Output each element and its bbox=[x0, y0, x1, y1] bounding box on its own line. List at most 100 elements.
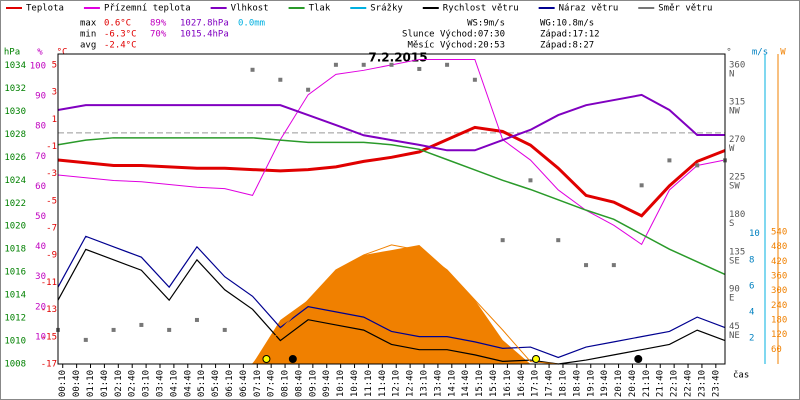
y-tick-label: 420 bbox=[771, 257, 787, 267]
axis-unit: W bbox=[780, 48, 786, 58]
axis-unit: % bbox=[37, 48, 43, 58]
compass-label: S bbox=[729, 219, 734, 229]
stat-label: avg bbox=[80, 41, 96, 51]
x-axis-label: čas bbox=[733, 370, 749, 381]
x-tick-label: 10:10 bbox=[336, 370, 346, 397]
x-tick-label: 08:40 bbox=[294, 370, 304, 397]
y-tick-label: 30 bbox=[35, 272, 46, 282]
x-tick-label: 16:40 bbox=[517, 370, 527, 397]
y-tick-label: 8 bbox=[749, 255, 754, 265]
point bbox=[528, 178, 533, 183]
stat-value: 0.6°C bbox=[104, 19, 131, 29]
point bbox=[278, 77, 283, 82]
y-tick-label: 540 bbox=[771, 227, 787, 237]
legend-label: Náraz větru bbox=[559, 4, 619, 14]
y-tick-label: 1014 bbox=[4, 291, 26, 301]
compass-label: N bbox=[729, 69, 734, 79]
x-tick-label: 13:10 bbox=[420, 370, 430, 397]
stat-value: -6.3°C bbox=[104, 30, 137, 40]
y-tick-label: 135 bbox=[729, 247, 745, 257]
stat-value: 89% bbox=[150, 19, 167, 29]
x-tick-label: 21:10 bbox=[642, 370, 652, 397]
y-tick-label: 180 bbox=[729, 210, 745, 220]
legend-label: Teplota bbox=[26, 4, 64, 14]
y-tick-label: 1024 bbox=[4, 176, 26, 186]
point bbox=[306, 87, 311, 92]
line bbox=[57, 93, 725, 152]
y-tick-label: -7 bbox=[46, 224, 57, 234]
point bbox=[167, 327, 172, 332]
compass-label: E bbox=[729, 294, 734, 304]
line bbox=[57, 248, 726, 365]
point bbox=[472, 77, 477, 82]
point bbox=[584, 263, 589, 268]
x-tick-label: 03:10 bbox=[142, 370, 152, 397]
y-tick-label: 5 bbox=[52, 60, 57, 70]
x-tick-label: 14:10 bbox=[447, 370, 457, 397]
y-tick-label: -9 bbox=[46, 251, 57, 261]
x-tick-label: 11:40 bbox=[378, 370, 388, 397]
event-marker bbox=[288, 355, 297, 363]
x-tick-label: 05:10 bbox=[197, 370, 207, 397]
x-tick-label: 18:40 bbox=[572, 370, 582, 397]
y-tick-label: 225 bbox=[729, 173, 745, 183]
y-tick-label: 300 bbox=[771, 286, 787, 296]
x-tick-label: 20:10 bbox=[614, 370, 624, 397]
stat-value: -2.4°C bbox=[104, 41, 137, 51]
axis-unit: °C bbox=[57, 48, 68, 58]
y-tick-label: 60 bbox=[35, 182, 46, 192]
point bbox=[556, 238, 561, 243]
point bbox=[194, 317, 199, 322]
x-tick-label: 00:10 bbox=[58, 370, 68, 397]
y-tick-label: 1028 bbox=[4, 130, 26, 140]
point bbox=[83, 337, 88, 342]
x-tick-label: 03:40 bbox=[155, 370, 165, 397]
y-tick-label: 1016 bbox=[4, 268, 26, 278]
legend-label: Rychlost větru bbox=[443, 4, 519, 14]
axis-unit: m/s bbox=[752, 48, 768, 58]
legend-label: Tlak bbox=[309, 4, 331, 14]
stat-value: 70% bbox=[150, 30, 167, 40]
x-tick-label: 06:10 bbox=[225, 370, 235, 397]
y-tick-label: 1 bbox=[52, 115, 57, 125]
x-tick-label: 16:10 bbox=[503, 370, 513, 397]
point bbox=[639, 183, 644, 188]
y-tick-label: 120 bbox=[771, 330, 787, 340]
x-tick-label: 06:40 bbox=[239, 370, 249, 397]
line bbox=[57, 125, 726, 218]
y-tick-label: 1020 bbox=[4, 222, 26, 232]
y-tick-label: 1012 bbox=[4, 314, 26, 324]
info-text: Měsíc Východ:20:53 bbox=[407, 41, 505, 51]
point bbox=[695, 163, 700, 168]
x-tick-label: 14:40 bbox=[461, 370, 471, 397]
y-tick-label: 60 bbox=[771, 345, 782, 355]
info-text: Slunce Východ:07:30 bbox=[402, 30, 505, 40]
x-tick-label: 09:40 bbox=[322, 370, 332, 397]
y-tick-label: 90 bbox=[729, 285, 740, 295]
y-tick-label: -11 bbox=[41, 278, 57, 288]
x-tick-label: 11:10 bbox=[364, 370, 374, 397]
x-tick-label: 00:40 bbox=[72, 370, 82, 397]
x-tick-label: 01:40 bbox=[100, 370, 110, 397]
stat-value: 0.0mm bbox=[238, 19, 265, 29]
chart-title: 7.2.2015 bbox=[368, 51, 427, 65]
y-tick-label: -3 bbox=[46, 169, 57, 179]
point bbox=[333, 62, 338, 67]
stat-value: 1015.4hPa bbox=[180, 30, 229, 40]
line bbox=[57, 137, 726, 276]
compass-label: NW bbox=[729, 107, 740, 117]
y-tick-label: 240 bbox=[771, 301, 787, 311]
y-tick-label: 90 bbox=[35, 92, 46, 102]
legend-label: Směr větru bbox=[658, 4, 712, 14]
y-tick-label: 10 bbox=[35, 332, 46, 342]
x-tick-label: 23:40 bbox=[711, 370, 721, 397]
y-tick-label: 1034 bbox=[4, 61, 26, 71]
point bbox=[111, 327, 116, 332]
stat-label: min bbox=[80, 30, 96, 40]
x-tick-label: 21:40 bbox=[656, 370, 666, 397]
point bbox=[222, 327, 227, 332]
y-tick-label: 1010 bbox=[4, 337, 26, 347]
y-tick-label: 180 bbox=[771, 315, 787, 325]
y-tick-label: 1008 bbox=[4, 360, 26, 370]
